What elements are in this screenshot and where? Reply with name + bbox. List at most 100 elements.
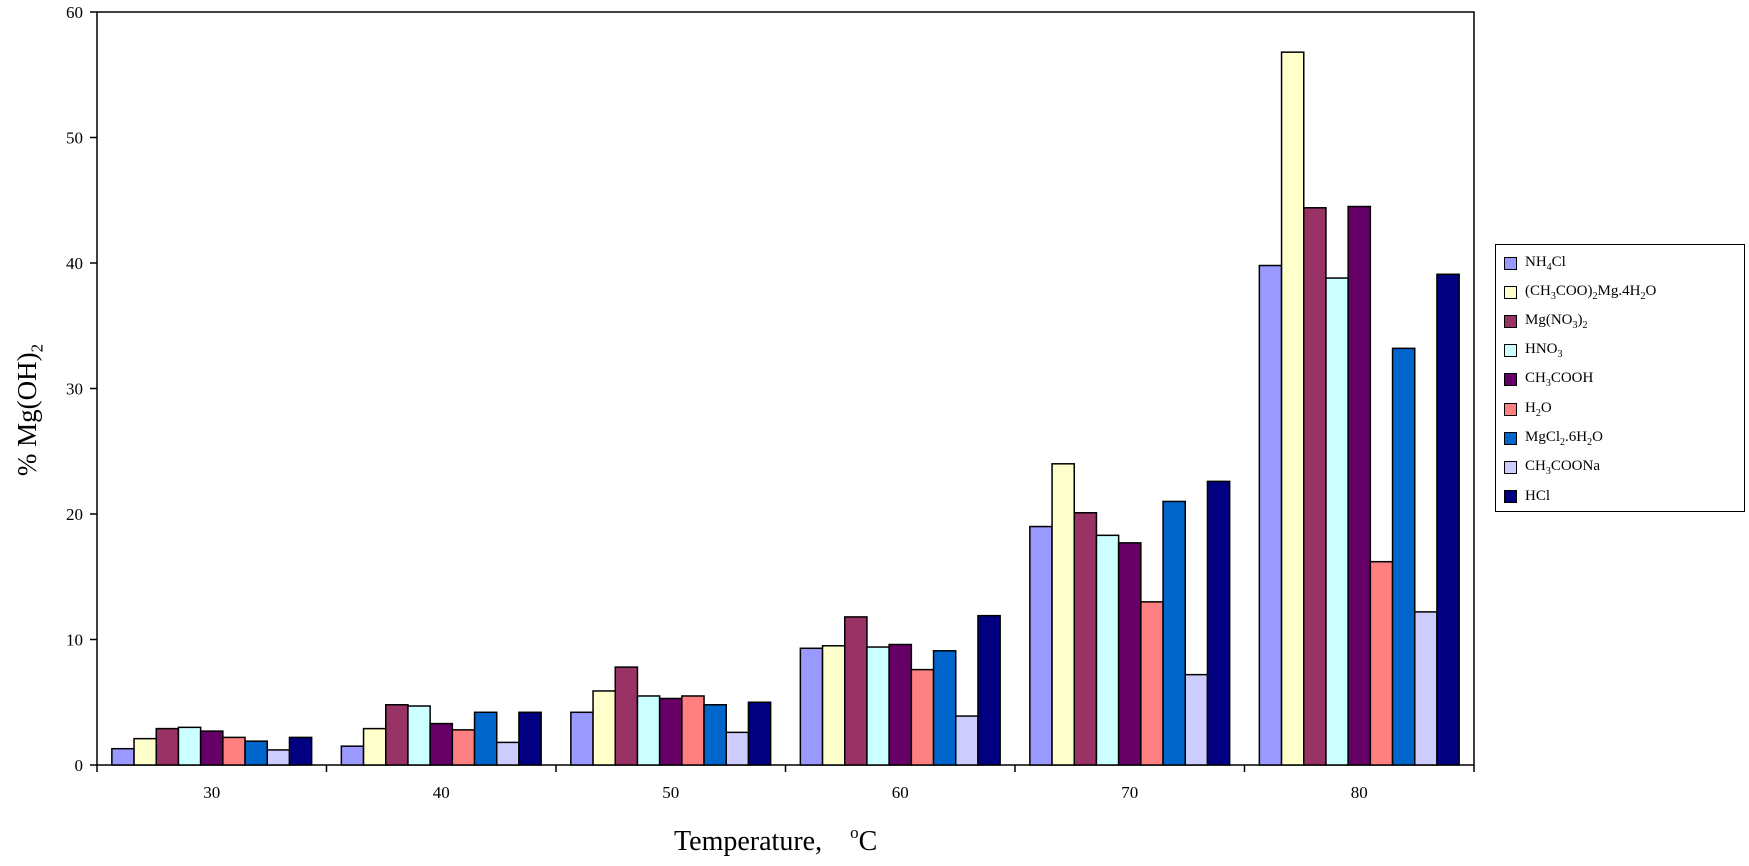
legend-swatch bbox=[1504, 373, 1517, 387]
bar-hcl-30 bbox=[288, 736, 313, 766]
bar-hno3-80 bbox=[1325, 277, 1349, 766]
legend-label: HCl bbox=[1525, 488, 1551, 505]
bar-hcl-50 bbox=[747, 701, 772, 766]
y-tick-label: 60 bbox=[66, 3, 83, 22]
bar-nh4cl-40 bbox=[340, 745, 365, 766]
legend-label: CH3COONa bbox=[1525, 457, 1601, 477]
x-tick-label: 40 bbox=[433, 783, 450, 802]
x-tick-label: 80 bbox=[1351, 783, 1368, 802]
bar-mg-no3-2-80 bbox=[1303, 207, 1327, 766]
bar-nh4cl-80 bbox=[1258, 264, 1283, 766]
x-tick-label: 60 bbox=[892, 783, 909, 802]
y-tick-label: 30 bbox=[66, 380, 83, 399]
legend-swatch bbox=[1504, 490, 1517, 504]
legend-item: Mg(NO3)2 bbox=[1504, 310, 1588, 332]
bar-mgcl2-6h2o-80 bbox=[1391, 347, 1416, 766]
legend-label: MgCl2.6H2O bbox=[1525, 428, 1603, 448]
bar-ch3cooh-70 bbox=[1117, 542, 1142, 766]
legend-swatch bbox=[1504, 344, 1517, 358]
bar-mg-no3-2-50 bbox=[614, 666, 639, 766]
legend-swatch bbox=[1504, 256, 1517, 270]
y-tick-label: 0 bbox=[75, 756, 84, 775]
bar--ch3coo-2mg-4h2o-80 bbox=[1280, 51, 1305, 766]
bar-mgcl2-6h2o-50 bbox=[703, 704, 727, 766]
bar--ch3coo-2mg-4h2o-50 bbox=[592, 690, 616, 766]
y-axis-title: % Mg(OH)2 bbox=[12, 343, 47, 477]
legend-swatch bbox=[1504, 460, 1517, 474]
bar-mg-no3-2-40 bbox=[385, 704, 409, 766]
bar-h2o-70 bbox=[1140, 601, 1164, 766]
bar-hno3-70 bbox=[1095, 534, 1120, 766]
legend-swatch bbox=[1504, 285, 1517, 299]
legend-label: (CH3COO)2Mg.4H2O bbox=[1525, 282, 1657, 302]
legend-item: NH4Cl bbox=[1504, 252, 1566, 274]
legend-item: HCl bbox=[1504, 486, 1550, 508]
bar-mg-no3-2-30 bbox=[155, 727, 180, 766]
bar-mgcl2-6h2o-40 bbox=[473, 711, 498, 766]
bar-h2o-60 bbox=[910, 668, 935, 766]
bar-ch3cooh-80 bbox=[1347, 205, 1372, 766]
bar-hno3-30 bbox=[177, 726, 202, 766]
bar-ch3coona-50 bbox=[725, 731, 750, 766]
bar-ch3cooh-40 bbox=[429, 722, 454, 766]
y-tick-label: 40 bbox=[66, 254, 83, 273]
bar-ch3coona-70 bbox=[1184, 673, 1209, 766]
legend-swatch bbox=[1504, 431, 1517, 445]
legend: NH4Cl (CH3COO)2Mg.4H2O Mg(NO3)2 HNO3 CH3COOH… bbox=[1495, 244, 1745, 512]
bar-ch3coona-60 bbox=[955, 715, 979, 766]
bar--ch3coo-2mg-4h2o-70 bbox=[1051, 463, 1076, 766]
x-axis-title: Temperature, oC bbox=[674, 823, 878, 857]
legend-item: (CH3COO)2Mg.4H2O bbox=[1504, 281, 1656, 303]
bar--ch3coo-2mg-4h2o-30 bbox=[133, 737, 158, 766]
x-tick-label: 30 bbox=[203, 783, 220, 802]
tick-labels: 0 10 20 30 40 50 60 30 40 50 60 70 80 bbox=[66, 3, 1368, 802]
bar-nh4cl-30 bbox=[111, 747, 135, 766]
bar-nh4cl-60 bbox=[799, 647, 824, 766]
bar-ch3cooh-60 bbox=[888, 643, 913, 766]
x-tick-label: 70 bbox=[1121, 783, 1138, 802]
bar-mg-no3-2-60 bbox=[844, 616, 868, 766]
bar-h2o-50 bbox=[681, 695, 705, 766]
bar-ch3coona-80 bbox=[1414, 611, 1438, 766]
bar-mgcl2-6h2o-60 bbox=[932, 650, 957, 766]
bar-ch3cooh-50 bbox=[658, 697, 683, 766]
bar-hno3-40 bbox=[407, 705, 431, 766]
legend-item: H2O bbox=[1504, 398, 1552, 420]
legend-item: CH3COOH bbox=[1504, 369, 1593, 391]
bar-h2o-30 bbox=[222, 736, 246, 766]
legend-swatch bbox=[1504, 402, 1517, 416]
bar-mg-no3-2-70 bbox=[1073, 511, 1098, 766]
bar-hcl-40 bbox=[518, 711, 542, 766]
bars-group bbox=[111, 51, 1460, 766]
bar-nh4cl-50 bbox=[570, 711, 594, 766]
legend-label: Mg(NO3)2 bbox=[1525, 311, 1588, 331]
bar-hno3-60 bbox=[866, 646, 890, 766]
legend-item: CH3COONa bbox=[1504, 456, 1600, 478]
bar-mgcl2-6h2o-70 bbox=[1162, 500, 1187, 766]
bar-hcl-60 bbox=[977, 614, 1001, 766]
bar-mgcl2-6h2o-30 bbox=[244, 740, 269, 766]
legend-label: NH4Cl bbox=[1525, 253, 1566, 273]
legend-item: MgCl2.6H2O bbox=[1504, 427, 1603, 449]
legend-item: HNO3 bbox=[1504, 340, 1563, 362]
axes bbox=[90, 11, 1475, 772]
bar-ch3coona-30 bbox=[266, 749, 291, 766]
y-tick-label: 20 bbox=[66, 505, 83, 524]
bar-h2o-80 bbox=[1369, 560, 1394, 766]
legend-swatch bbox=[1504, 314, 1517, 328]
bar-hno3-50 bbox=[636, 695, 661, 766]
bar-ch3cooh-30 bbox=[199, 730, 224, 766]
bar-ch3coona-40 bbox=[496, 741, 520, 766]
bar-hcl-80 bbox=[1436, 273, 1460, 766]
bar-hcl-70 bbox=[1206, 480, 1231, 766]
x-tick-label: 50 bbox=[662, 783, 679, 802]
legend-label: HNO3 bbox=[1525, 341, 1563, 361]
legend-label: H2O bbox=[1525, 399, 1552, 419]
bar--ch3coo-2mg-4h2o-40 bbox=[362, 727, 387, 766]
bar-h2o-40 bbox=[451, 729, 476, 766]
bar-nh4cl-70 bbox=[1029, 525, 1053, 766]
y-tick-label: 10 bbox=[66, 631, 83, 650]
y-tick-label: 50 bbox=[66, 129, 83, 148]
legend-label: CH3COOH bbox=[1525, 370, 1594, 390]
